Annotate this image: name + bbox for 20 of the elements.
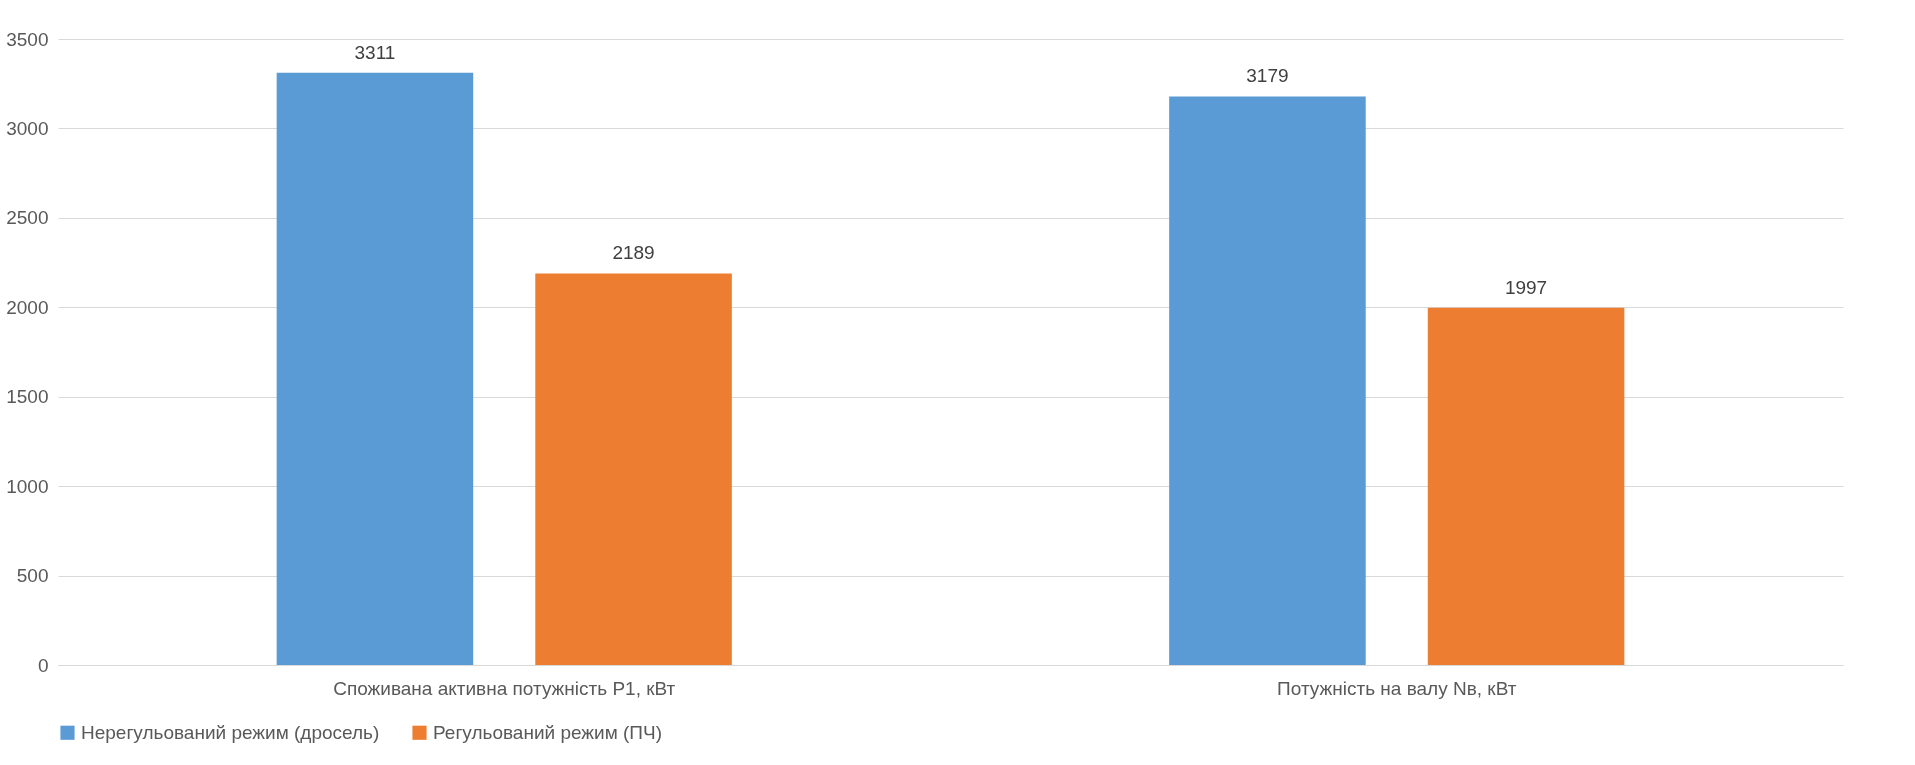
bar [1169,96,1366,665]
y-tick-label: 1500 [6,386,49,408]
y-tick-label: 1000 [6,475,49,497]
y-tick-label: 2500 [6,207,49,229]
legend-label: Регульований режим (ПЧ) [433,721,662,743]
data-label: 3311 [354,41,396,63]
y-tick-label: 3000 [6,117,49,139]
data-label: 1997 [1504,276,1548,298]
y-tick-label: 2000 [6,296,49,318]
bar [1427,307,1625,665]
data-label: 3179 [1246,65,1289,87]
y-tick-label: 0 [37,654,49,676]
bar [535,273,732,665]
x-tick-label: Потужність на валу Nв, кВт [1277,677,1517,699]
y-tick-label: 3500 [6,28,49,50]
x-tick-label: Споживана активна потужність Р1, кВт [333,677,676,699]
y-tick-label: 500 [16,565,49,587]
data-label: 2189 [612,242,655,264]
bar [276,72,474,665]
legend-label: Нерегульований режим (дросель) [81,721,380,743]
